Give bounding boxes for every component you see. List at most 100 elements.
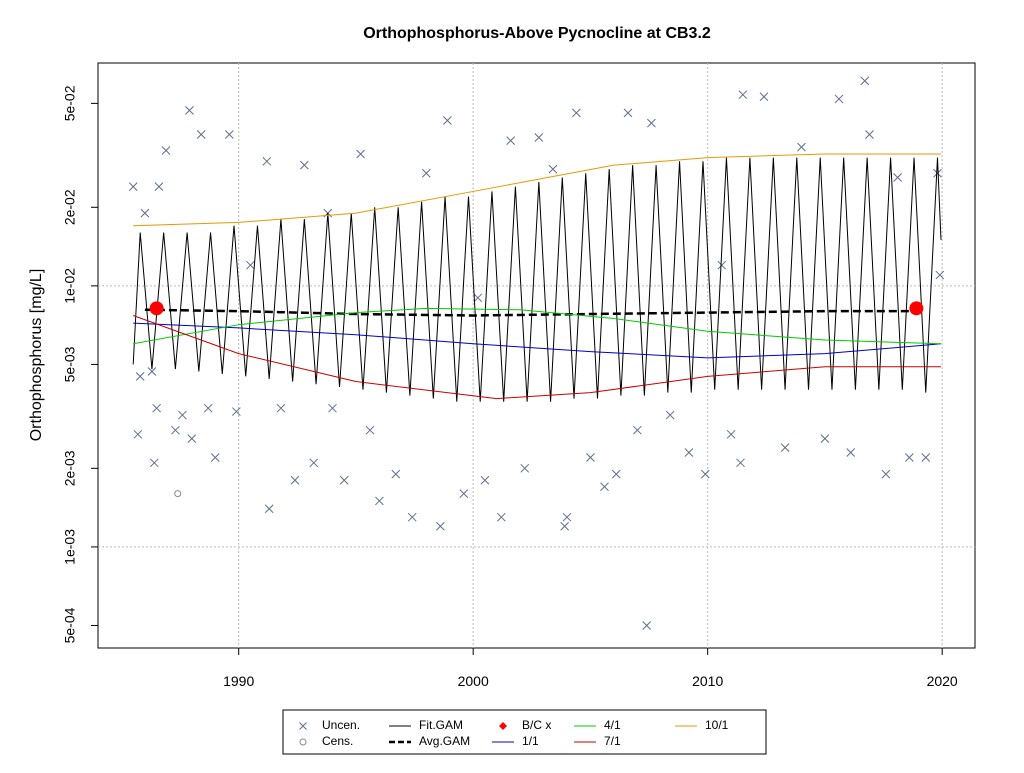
x-tick-label: 2000: [458, 673, 489, 689]
data-point: [586, 453, 595, 462]
data-point: [290, 475, 300, 485]
y-tick-label: 5e-04: [62, 607, 78, 643]
data-point: [611, 469, 621, 479]
x-tick-label: 2010: [692, 673, 723, 689]
data-point: [147, 367, 157, 376]
data-point: [185, 106, 194, 115]
data-point: [909, 301, 924, 316]
data-point: [904, 453, 914, 462]
data-point: [375, 496, 384, 506]
legend-label: B/C x: [522, 718, 551, 732]
data-point: [572, 108, 581, 118]
data-point: [459, 489, 469, 498]
legend-label: 7/1: [604, 734, 621, 748]
data-point: [231, 407, 241, 416]
data-line: [133, 315, 941, 400]
y-tick-label: 1e-02: [62, 268, 78, 304]
data-point: [356, 149, 365, 159]
legend-label: Cens.: [322, 734, 353, 748]
data-point: [717, 260, 727, 270]
data-point: [860, 76, 870, 86]
x-tick-label: 1990: [223, 673, 254, 689]
data-point: [480, 475, 490, 485]
data-line: [144, 308, 919, 317]
y-tick-label: 2e-03: [62, 450, 78, 486]
data-point: [152, 403, 161, 413]
data-point: [224, 130, 234, 139]
data-point: [736, 458, 745, 468]
y-tick-label: 2e-02: [62, 189, 78, 225]
data-point: [548, 164, 558, 174]
data-point: [443, 116, 452, 125]
legend-label: Avg.GAM: [419, 734, 470, 748]
data-line: [133, 307, 942, 345]
data-point: [700, 469, 710, 479]
data-point: [203, 403, 213, 413]
y-tick-label: 5e-02: [62, 85, 78, 121]
data-point: [520, 463, 530, 473]
y-axis-label: Orthophosphorus [mg/L]: [28, 269, 45, 442]
data-point: [149, 301, 164, 316]
data-point: [473, 293, 483, 303]
data-point: [128, 182, 138, 191]
data-point: [562, 512, 572, 522]
data-point: [299, 160, 309, 170]
data-point: [309, 458, 319, 468]
data-point: [496, 512, 506, 522]
data-point: [276, 403, 286, 413]
data-point: [135, 372, 145, 381]
data-point: [632, 425, 642, 435]
data-point: [140, 208, 150, 218]
data-point: [726, 429, 736, 439]
data-point: [534, 133, 544, 142]
data-point: [196, 130, 206, 139]
x-tick-label: 2020: [927, 673, 958, 689]
data-point: [759, 92, 769, 102]
data-point: [264, 504, 274, 514]
data-point: [339, 475, 349, 485]
data-point: [391, 469, 401, 479]
data-point: [161, 146, 171, 155]
data-point: [407, 512, 417, 522]
data-point: [210, 453, 220, 462]
data-point: [262, 156, 272, 166]
data-point: [328, 403, 337, 413]
data-point: [780, 443, 790, 453]
data-point: [933, 168, 942, 178]
data-line: [133, 322, 942, 359]
data-point: [133, 429, 143, 439]
data-point: [684, 448, 694, 457]
legend-box: [282, 709, 767, 755]
legend-label: 1/1: [522, 734, 539, 748]
data-point: [665, 410, 675, 420]
y-tick-label: 5e-03: [62, 346, 78, 382]
data-point: [171, 425, 180, 435]
legend-label: Fit.GAM: [419, 718, 463, 732]
data-point: [797, 142, 806, 152]
data-point: [299, 738, 307, 746]
data-point: [299, 722, 307, 730]
legend-label: 4/1: [604, 718, 621, 732]
legend-label: Uncen.: [322, 718, 360, 732]
data-point: [421, 168, 431, 178]
data-point: [436, 521, 445, 531]
chart-title: Orthophosphorus-Above Pycnocline at CB3.…: [363, 25, 711, 42]
data-point: [178, 410, 187, 420]
data-point: [881, 469, 891, 479]
data-point: [154, 182, 164, 191]
data-point: [623, 108, 633, 118]
data-point: [506, 136, 516, 145]
data-point: [560, 521, 569, 531]
data-point: [149, 458, 159, 468]
data-point: [600, 482, 609, 492]
data-point: [738, 90, 748, 100]
y-tick-label: 1e-03: [62, 529, 78, 565]
data-point: [820, 434, 830, 443]
data-point: [834, 94, 844, 104]
data-point: [893, 173, 902, 182]
data-point: [846, 448, 856, 457]
data-point: [865, 130, 874, 139]
legend-label: 10/1: [705, 718, 729, 732]
data-point: [935, 270, 945, 280]
